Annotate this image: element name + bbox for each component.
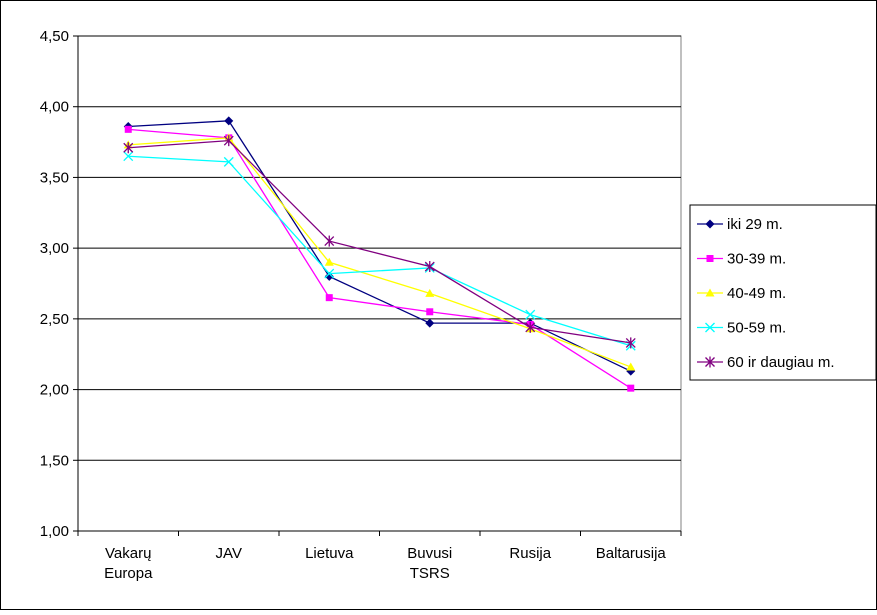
axes: 1,00 1,50 2,00 2,50 3,00 3,50 4,00 4,50 Vakarų Eu… (40, 28, 682, 582)
data-point (425, 288, 435, 297)
grid-lines (78, 35, 681, 461)
legend-label: iki 29 m. (727, 216, 783, 233)
data-point (705, 322, 715, 333)
y-tick-label: 1,50 (40, 452, 69, 469)
data-point (425, 318, 435, 328)
y-tick-label: 4,00 (40, 99, 69, 116)
y-tick-label: 4,50 (40, 28, 69, 45)
legend-item: 60 ir daugiau m. (697, 354, 835, 371)
series-lines (123, 116, 636, 392)
data-point (324, 257, 334, 266)
data-point (627, 384, 635, 392)
y-tick-label: 2,50 (40, 311, 69, 328)
y-tick-label: 3,00 (40, 240, 69, 257)
legend-label: 40-49 m. (727, 285, 786, 302)
legend-item: 40-49 m. (697, 285, 786, 302)
data-point (223, 135, 234, 147)
x-tick-label: JAV (216, 545, 242, 562)
data-point (324, 271, 334, 281)
x-tick-label: Buvusi TSRS (407, 545, 452, 582)
data-point (324, 235, 335, 247)
legend-label: 50-59 m. (727, 320, 786, 337)
x-tick-label: Rusija (509, 545, 551, 562)
data-point (223, 156, 234, 167)
data-point (224, 116, 234, 126)
data-point (625, 337, 636, 349)
series-line (128, 120, 632, 372)
data-point (324, 268, 335, 279)
data-point (123, 151, 134, 162)
series-line (128, 137, 631, 368)
legend-item: 30-39 m. (697, 251, 786, 268)
legend: iki 29 m. 30-39 m. 40-49 m. 50-59 m. 60 ir d… (689, 204, 877, 381)
data-point (325, 294, 333, 302)
y-tick-label: 1,00 (40, 523, 69, 540)
series (123, 135, 636, 349)
legend-item: 50-59 m. (697, 320, 786, 337)
y-tick-label: 2,00 (40, 382, 69, 399)
data-point (706, 255, 714, 262)
data-point (426, 308, 434, 316)
data-point (124, 125, 132, 133)
data-point (705, 288, 715, 297)
x-tick-label: Lietuva (305, 545, 354, 562)
legend-label: 60 ir daugiau m. (727, 354, 835, 371)
legend-item: iki 29 m. (697, 216, 783, 233)
series-line (128, 139, 631, 344)
data-point (705, 219, 715, 229)
data-point (123, 142, 134, 154)
data-point (705, 356, 715, 368)
data-point (424, 261, 435, 273)
legend-label: 30-39 m. (727, 251, 786, 268)
data-point (626, 362, 636, 371)
series-line (128, 155, 631, 347)
y-tick-label: 3,50 (40, 169, 69, 186)
x-tick-label: Vakarų Europa (104, 545, 153, 582)
data-point (525, 321, 536, 333)
plot-area (77, 35, 682, 532)
x-tick-label: Baltarusija (596, 545, 667, 562)
data-point (525, 309, 536, 320)
